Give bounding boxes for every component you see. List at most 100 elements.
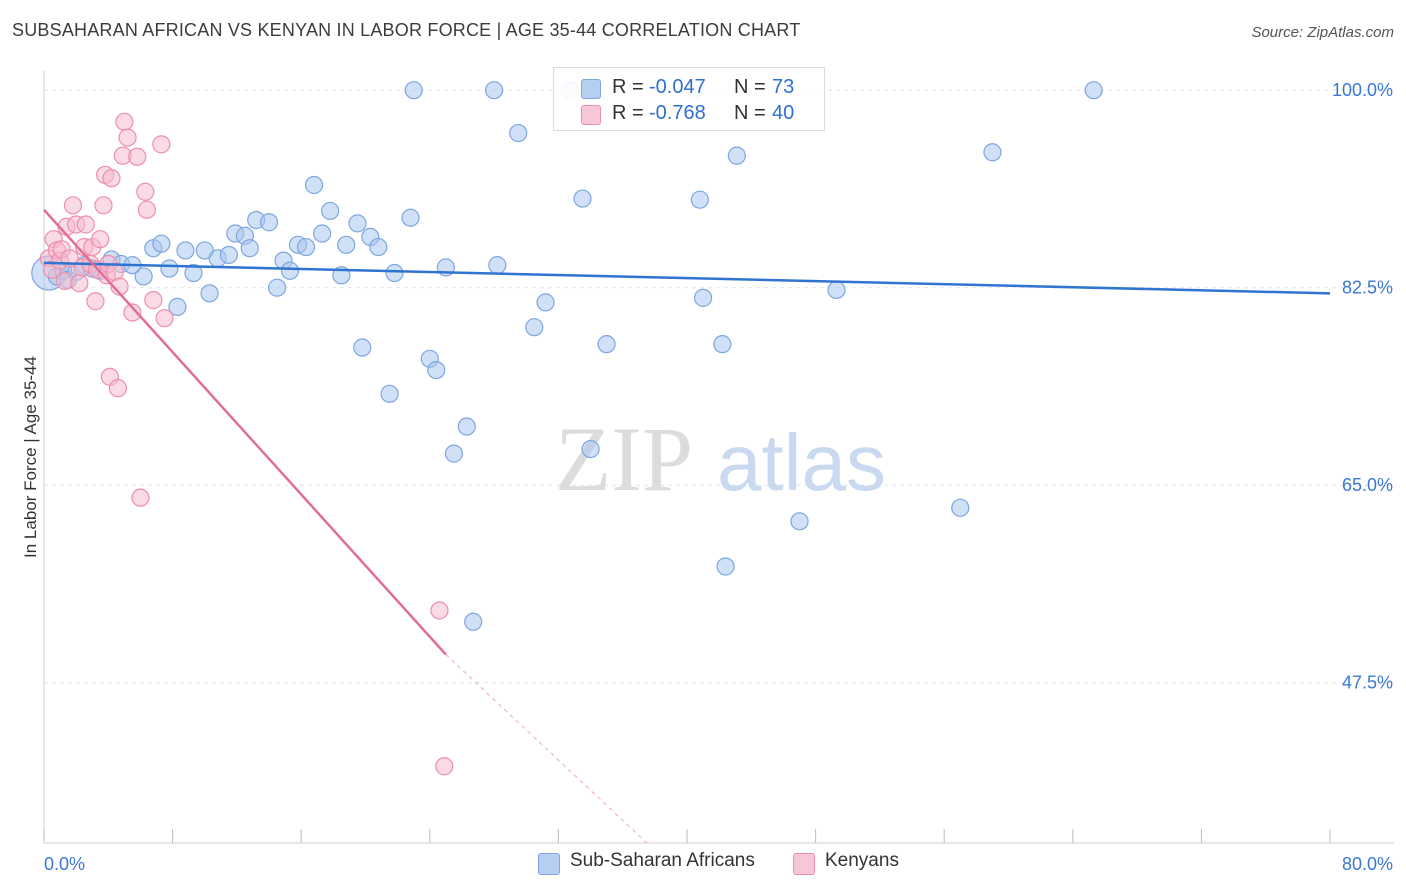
series-kenyans (39, 112, 454, 776)
point-kenyan (76, 215, 95, 234)
point-kenyan (123, 303, 142, 322)
point-sub-saharan (509, 123, 528, 143)
point-sub-saharan (348, 214, 367, 233)
point-sub-saharan (457, 417, 476, 436)
watermark: ZIP atlas (555, 408, 886, 510)
trendline-sub-saharan (43, 261, 1331, 295)
point-sub-saharan (296, 237, 316, 257)
trendline-kenyan-extension (445, 654, 648, 844)
point-kenyan (63, 196, 83, 215)
point-kenyan (115, 112, 134, 131)
point-sub-saharan (259, 213, 279, 232)
y-tick-label: 65.0% (1342, 475, 1393, 495)
point-sub-saharan (464, 612, 483, 631)
point-sub-saharan (380, 384, 399, 403)
bottom-legend-label: Kenyans (825, 850, 899, 871)
point-kenyan (137, 200, 156, 219)
point-sub-saharan (427, 360, 446, 380)
point-kenyan (70, 274, 89, 293)
legend-r-label: R = (612, 76, 644, 98)
point-sub-saharan (176, 241, 195, 260)
legend-n-label: N = (734, 102, 766, 124)
chart-title: SUBSAHARAN AFRICAN VS KENYAN IN LABOR FO… (12, 20, 801, 40)
tick-labels: 47.5% 65.0% 82.5% 100.0% 0.0% 80.0% (44, 80, 1393, 874)
point-sub-saharan (267, 278, 287, 297)
watermark-atlas: atlas (717, 418, 886, 507)
watermark-zip: ZIP (555, 408, 693, 510)
point-sub-saharan (200, 284, 219, 303)
point-sub-saharan (321, 201, 340, 221)
x-tick-label-max: 80.0% (1342, 854, 1393, 874)
bottom-legend-label: Sub-Saharan Africans (570, 850, 755, 871)
point-kenyan (91, 230, 110, 249)
point-sub-saharan (134, 267, 153, 286)
point-sub-saharan (337, 235, 356, 254)
point-sub-saharan (280, 261, 300, 280)
legend-r-value: -0.768 (649, 102, 706, 124)
series-sub-saharan-africans (31, 81, 1103, 631)
point-sub-saharan (312, 224, 332, 243)
point-sub-saharan (304, 175, 324, 195)
legend-r-value: -0.047 (649, 76, 706, 98)
point-sub-saharan (369, 237, 388, 257)
bottom-legend-swatch-pink (793, 853, 815, 875)
point-sub-saharan (581, 439, 600, 459)
point-kenyan (152, 135, 171, 154)
legend-n-label: N = (734, 76, 766, 98)
trendline-kenyan (43, 208, 447, 656)
point-sub-saharan (1084, 81, 1103, 100)
point-kenyan (94, 196, 113, 215)
point-sub-saharan (444, 444, 464, 463)
legend-swatch-pink (581, 105, 601, 125)
point-kenyan (86, 292, 105, 311)
trendlines (43, 208, 1331, 844)
point-sub-saharan (152, 234, 171, 253)
x-tick-label-min: 0.0% (44, 854, 85, 874)
point-sub-saharan (485, 81, 504, 100)
point-sub-saharan (488, 256, 507, 275)
point-kenyan (430, 601, 449, 620)
point-sub-saharan (240, 239, 259, 258)
point-sub-saharan (597, 335, 616, 354)
point-sub-saharan (713, 335, 732, 354)
bottom-legend-swatch-blue (538, 853, 560, 875)
point-sub-saharan (184, 263, 203, 283)
point-kenyan (131, 488, 150, 507)
y-axis-label: In Labor Force | Age 35-44 (21, 356, 40, 558)
point-sub-saharan (385, 263, 404, 283)
legend-n-value: 40 (772, 102, 795, 124)
point-sub-saharan (951, 498, 970, 517)
legend-swatch-blue (581, 79, 601, 99)
axes (43, 71, 1394, 844)
point-sub-saharan (790, 512, 809, 531)
correlation-legend: R = -0.047 N = 73 R = -0.768 N = 40 (553, 67, 825, 131)
point-sub-saharan (727, 146, 746, 165)
point-kenyan (102, 169, 121, 188)
gridlines (44, 89, 1394, 684)
point-sub-saharan (353, 338, 372, 357)
legend-n-value: 73 (772, 76, 795, 98)
point-sub-saharan (160, 259, 179, 278)
legend-r-label: R = (612, 102, 644, 124)
point-sub-saharan (536, 293, 555, 312)
point-kenyan (155, 309, 174, 328)
point-sub-saharan (525, 318, 544, 337)
y-tick-label: 47.5% (1342, 673, 1393, 693)
point-kenyan (118, 128, 137, 147)
point-sub-saharan (716, 557, 735, 576)
point-kenyan (128, 147, 147, 166)
point-kenyan (108, 379, 128, 398)
point-kenyan (136, 182, 155, 201)
point-sub-saharan (827, 280, 846, 300)
point-sub-saharan (983, 143, 1002, 162)
point-kenyan (144, 291, 163, 310)
point-kenyan (435, 757, 454, 776)
point-sub-saharan (219, 245, 238, 265)
point-sub-saharan (168, 297, 187, 316)
y-tick-label: 82.5% (1342, 278, 1393, 298)
point-sub-saharan (690, 190, 709, 209)
chart-source: Source: ZipAtlas.com (1251, 24, 1394, 41)
point-sub-saharan (573, 189, 592, 208)
y-tick-label: 100.0% (1332, 80, 1393, 100)
